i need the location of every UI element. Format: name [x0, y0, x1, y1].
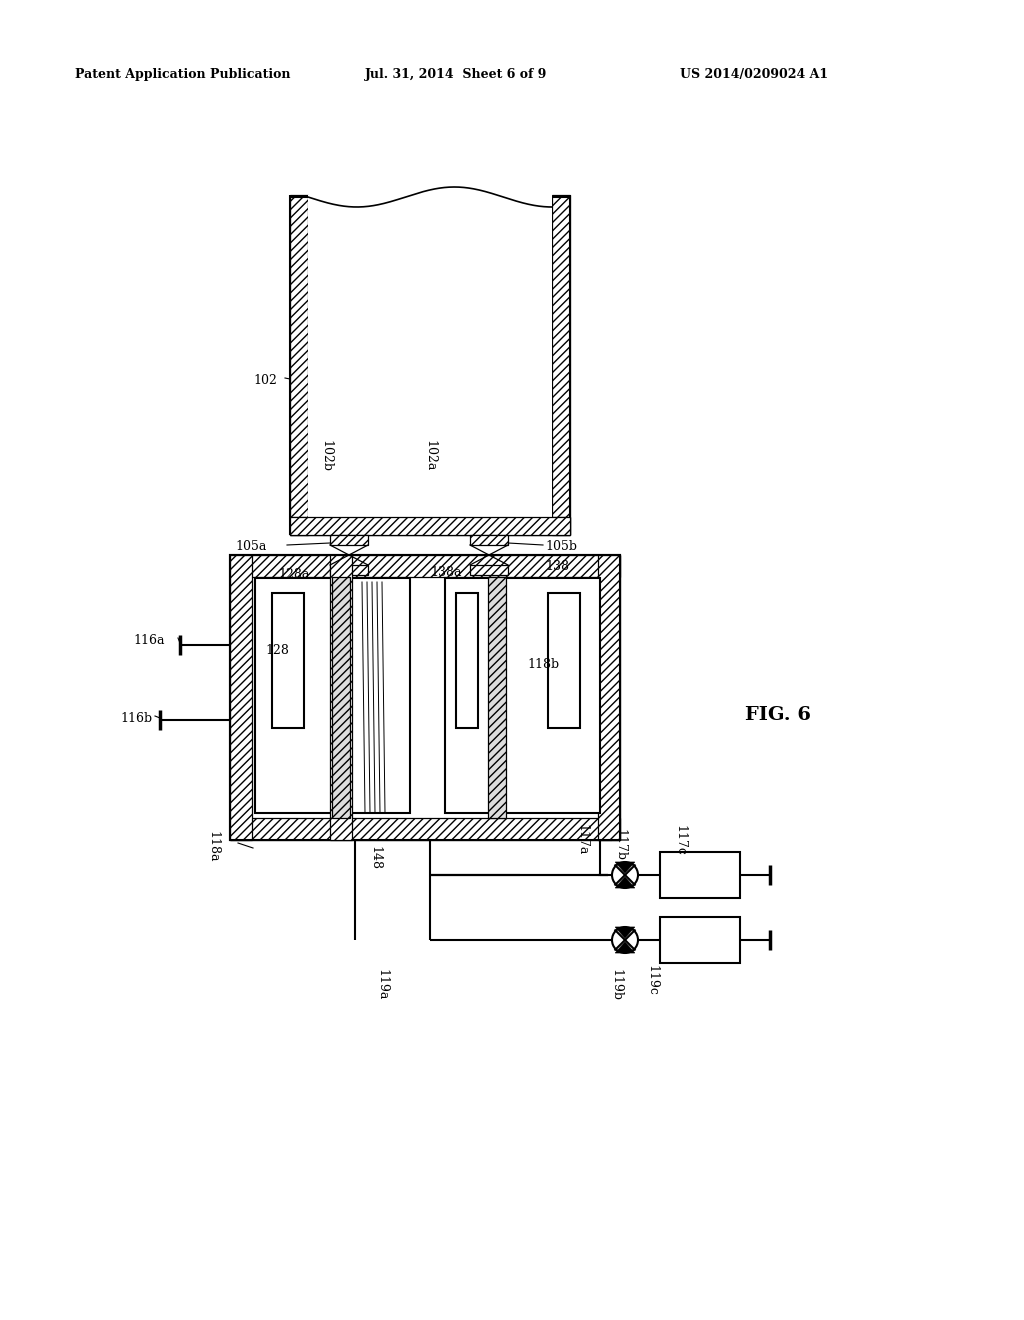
Text: 102a: 102a — [424, 441, 436, 471]
Bar — [290, 517, 570, 535]
Bar — [470, 565, 508, 576]
Text: 138a: 138a — [430, 566, 462, 579]
Text: 119a: 119a — [376, 969, 388, 1001]
Text: 102b: 102b — [319, 440, 333, 473]
Bar — [255, 578, 410, 813]
Text: 105b: 105b — [545, 540, 577, 553]
Bar — [660, 917, 740, 964]
Text: 119c: 119c — [645, 965, 658, 995]
Bar — [230, 554, 620, 577]
Bar — [598, 554, 620, 840]
Bar — [548, 593, 580, 729]
Bar — [330, 554, 352, 840]
Bar — [470, 535, 508, 545]
Bar — [230, 818, 620, 840]
Bar — [552, 195, 570, 535]
Text: 102: 102 — [253, 374, 276, 387]
Bar — [456, 593, 478, 729]
Text: 116b: 116b — [120, 711, 153, 725]
Bar — [230, 554, 252, 840]
Text: 118a: 118a — [207, 832, 219, 863]
Bar — [330, 535, 368, 545]
Text: Patent Application Publication: Patent Application Publication — [75, 69, 291, 81]
Bar — [308, 195, 552, 517]
Polygon shape — [615, 927, 635, 939]
Text: US 2014/0209024 A1: US 2014/0209024 A1 — [680, 69, 828, 81]
Text: 119b: 119b — [609, 969, 623, 1001]
Text: 117c: 117c — [674, 825, 686, 855]
Bar — [330, 554, 352, 840]
Text: Jul. 31, 2014  Sheet 6 of 9: Jul. 31, 2014 Sheet 6 of 9 — [365, 69, 548, 81]
Text: 138: 138 — [545, 561, 569, 573]
Bar — [445, 578, 600, 813]
Text: 116a: 116a — [133, 634, 165, 647]
Bar — [330, 565, 368, 576]
Bar — [332, 577, 350, 818]
Text: 117a: 117a — [575, 824, 589, 855]
Polygon shape — [615, 942, 635, 953]
Text: 117b: 117b — [613, 829, 627, 861]
Polygon shape — [615, 876, 635, 888]
Polygon shape — [615, 862, 635, 873]
Text: FIG. 6: FIG. 6 — [745, 706, 811, 723]
Bar — [272, 593, 304, 729]
Text: 128a: 128a — [278, 568, 309, 581]
Bar — [660, 851, 740, 898]
Bar — [252, 577, 598, 818]
Text: 148: 148 — [369, 846, 382, 870]
Bar — [230, 554, 620, 840]
Bar — [230, 554, 620, 840]
Text: 118b: 118b — [527, 659, 559, 672]
Bar — [290, 195, 308, 535]
Bar — [488, 577, 506, 818]
Text: 128: 128 — [265, 644, 289, 656]
Bar — [290, 517, 570, 535]
Text: 105a: 105a — [234, 540, 266, 553]
